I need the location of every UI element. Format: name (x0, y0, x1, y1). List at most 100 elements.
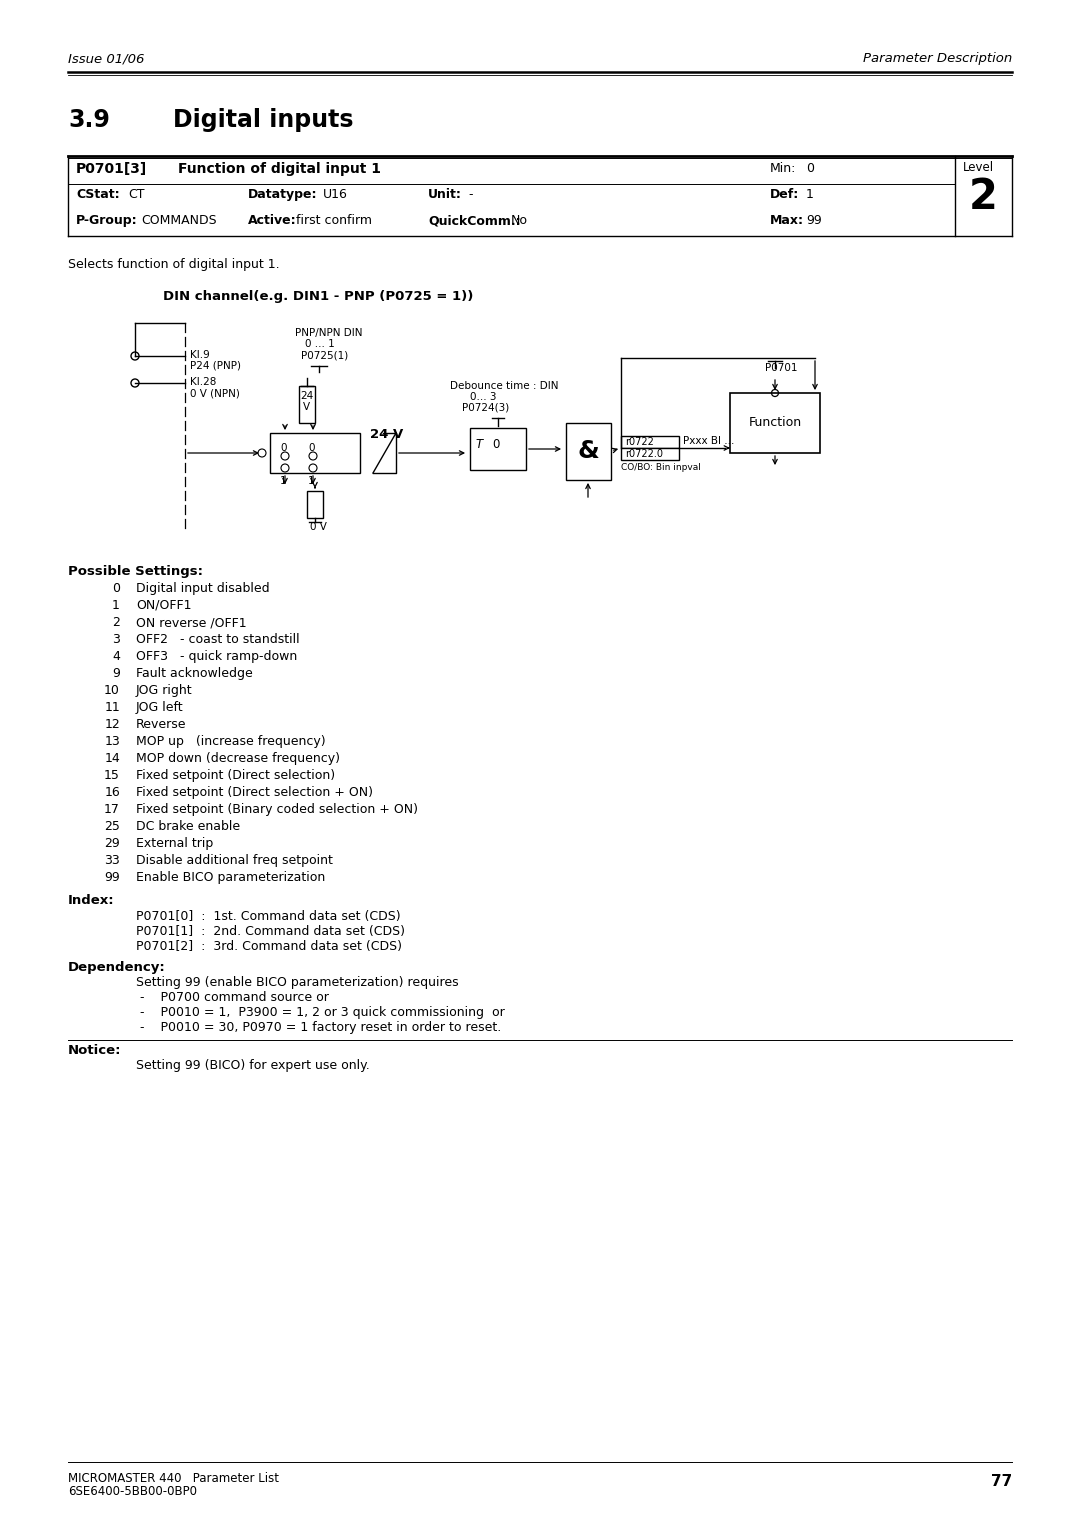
Text: -    P0010 = 30, P0970 = 1 factory reset in order to reset.: - P0010 = 30, P0970 = 1 factory reset in… (140, 1021, 501, 1034)
Text: Function: Function (748, 417, 801, 429)
Text: 24 V: 24 V (370, 428, 403, 442)
Text: DIN channel(e.g. DIN1 - PNP (P0725 = 1)): DIN channel(e.g. DIN1 - PNP (P0725 = 1)) (163, 290, 473, 303)
Polygon shape (373, 432, 396, 474)
Text: P0701[1]  :  2nd. Command data set (CDS): P0701[1] : 2nd. Command data set (CDS) (136, 924, 405, 938)
Text: P0701[3]: P0701[3] (76, 162, 147, 176)
Text: External trip: External trip (136, 837, 213, 850)
Text: 99: 99 (105, 871, 120, 885)
Text: P0724(3): P0724(3) (462, 403, 510, 413)
Text: 2: 2 (112, 616, 120, 630)
Text: OFF3   - quick ramp-down: OFF3 - quick ramp-down (136, 649, 297, 663)
Text: ON reverse /OFF1: ON reverse /OFF1 (136, 616, 246, 630)
Text: Max:: Max: (770, 214, 804, 228)
Text: Dependency:: Dependency: (68, 961, 165, 973)
Text: 99: 99 (806, 214, 822, 228)
Text: Enable BICO parameterization: Enable BICO parameterization (136, 871, 325, 885)
Text: 0... 3: 0... 3 (470, 393, 497, 402)
Text: KI.9: KI.9 (190, 350, 210, 361)
Text: Notice:: Notice: (68, 1044, 121, 1057)
Text: 0 V: 0 V (310, 523, 327, 532)
Text: PNP/NPN DIN: PNP/NPN DIN (295, 329, 363, 338)
Text: 29: 29 (105, 837, 120, 850)
Text: Def:: Def: (770, 188, 799, 202)
Text: 0 V (NPN): 0 V (NPN) (190, 388, 240, 397)
Text: 13: 13 (105, 735, 120, 749)
Text: 0: 0 (280, 443, 286, 452)
Text: 2: 2 (969, 176, 998, 219)
Text: Selects function of digital input 1.: Selects function of digital input 1. (68, 258, 280, 270)
Text: QuickComm.:: QuickComm.: (428, 214, 521, 228)
Text: Min:: Min: (770, 162, 796, 176)
Text: CO/BO: Bin inpval: CO/BO: Bin inpval (621, 463, 701, 472)
Text: DC brake enable: DC brake enable (136, 821, 240, 833)
Text: Issue 01/06: Issue 01/06 (68, 52, 145, 66)
Text: P0701[0]  :  1st. Command data set (CDS): P0701[0] : 1st. Command data set (CDS) (136, 911, 401, 923)
Bar (307, 490, 323, 518)
Text: COMMANDS: COMMANDS (141, 214, 217, 228)
Text: 11: 11 (105, 701, 120, 714)
Text: No: No (511, 214, 528, 228)
Text: 10: 10 (104, 685, 120, 697)
Text: r0722: r0722 (625, 437, 653, 448)
Text: MOP up   (increase frequency): MOP up (increase frequency) (136, 735, 326, 749)
Text: Unit:: Unit: (428, 188, 462, 202)
Text: &: & (578, 440, 599, 463)
Text: 0: 0 (492, 439, 499, 451)
Text: 15: 15 (104, 769, 120, 782)
Text: Digital input disabled: Digital input disabled (136, 582, 270, 594)
Text: Active:: Active: (248, 214, 297, 228)
Text: 14: 14 (105, 752, 120, 766)
Text: 0 ... 1: 0 ... 1 (305, 339, 335, 348)
Text: OFF2   - coast to standstill: OFF2 - coast to standstill (136, 633, 299, 646)
Text: Datatype:: Datatype: (248, 188, 318, 202)
Text: 77: 77 (990, 1475, 1012, 1488)
Text: P24 (PNP): P24 (PNP) (190, 361, 241, 371)
Text: U16: U16 (323, 188, 348, 202)
Text: 17: 17 (104, 804, 120, 816)
Bar (566, 423, 611, 480)
Text: 12: 12 (105, 718, 120, 730)
Bar (621, 435, 679, 448)
Text: MICROMASTER 440   Parameter List: MICROMASTER 440 Parameter List (68, 1471, 279, 1485)
Text: JOG right: JOG right (136, 685, 192, 697)
Text: Level: Level (963, 160, 994, 174)
Text: -    P0010 = 1,  P3900 = 1, 2 or 3 quick commissioning  or: - P0010 = 1, P3900 = 1, 2 or 3 quick com… (140, 1005, 504, 1019)
Text: Fault acknowledge: Fault acknowledge (136, 668, 253, 680)
Text: Index:: Index: (68, 894, 114, 908)
Text: T: T (476, 439, 483, 451)
Text: 1: 1 (308, 477, 314, 486)
Text: P0701[2]  :  3rd. Command data set (CDS): P0701[2] : 3rd. Command data set (CDS) (136, 940, 402, 953)
Text: JOG left: JOG left (136, 701, 184, 714)
Bar (470, 428, 526, 471)
Bar (270, 432, 360, 474)
Text: Pxxx BI ...: Pxxx BI ... (683, 435, 734, 446)
Text: 4: 4 (112, 649, 120, 663)
Text: 6SE6400-5BB00-0BP0: 6SE6400-5BB00-0BP0 (68, 1485, 197, 1497)
Text: Setting 99 (BICO) for expert use only.: Setting 99 (BICO) for expert use only. (136, 1059, 369, 1073)
Text: CT: CT (129, 188, 145, 202)
Text: 1: 1 (112, 599, 120, 613)
Text: 24: 24 (300, 391, 313, 400)
Text: 33: 33 (105, 854, 120, 866)
Text: 25: 25 (104, 821, 120, 833)
Text: P0725(1): P0725(1) (301, 350, 348, 361)
Text: V: V (303, 402, 310, 413)
Bar (299, 387, 315, 423)
Text: ON/OFF1: ON/OFF1 (136, 599, 191, 613)
Text: Disable additional freq setpoint: Disable additional freq setpoint (136, 854, 333, 866)
Text: r0722.0: r0722.0 (625, 449, 663, 458)
Text: first confirm: first confirm (296, 214, 372, 228)
Text: Debounce time : DIN: Debounce time : DIN (450, 380, 558, 391)
Text: 0: 0 (112, 582, 120, 594)
Bar (730, 393, 820, 452)
Text: Fixed setpoint (Direct selection): Fixed setpoint (Direct selection) (136, 769, 335, 782)
Text: Fixed setpoint (Binary coded selection + ON): Fixed setpoint (Binary coded selection +… (136, 804, 418, 816)
Text: Digital inputs: Digital inputs (173, 108, 353, 131)
Text: 0: 0 (308, 443, 314, 452)
Text: 1: 1 (280, 477, 286, 486)
Bar (621, 448, 679, 460)
Text: Reverse: Reverse (136, 718, 187, 730)
Text: -: - (468, 188, 473, 202)
Text: P-Group:: P-Group: (76, 214, 137, 228)
Text: Setting 99 (enable BICO parameterization) requires: Setting 99 (enable BICO parameterization… (136, 976, 459, 989)
